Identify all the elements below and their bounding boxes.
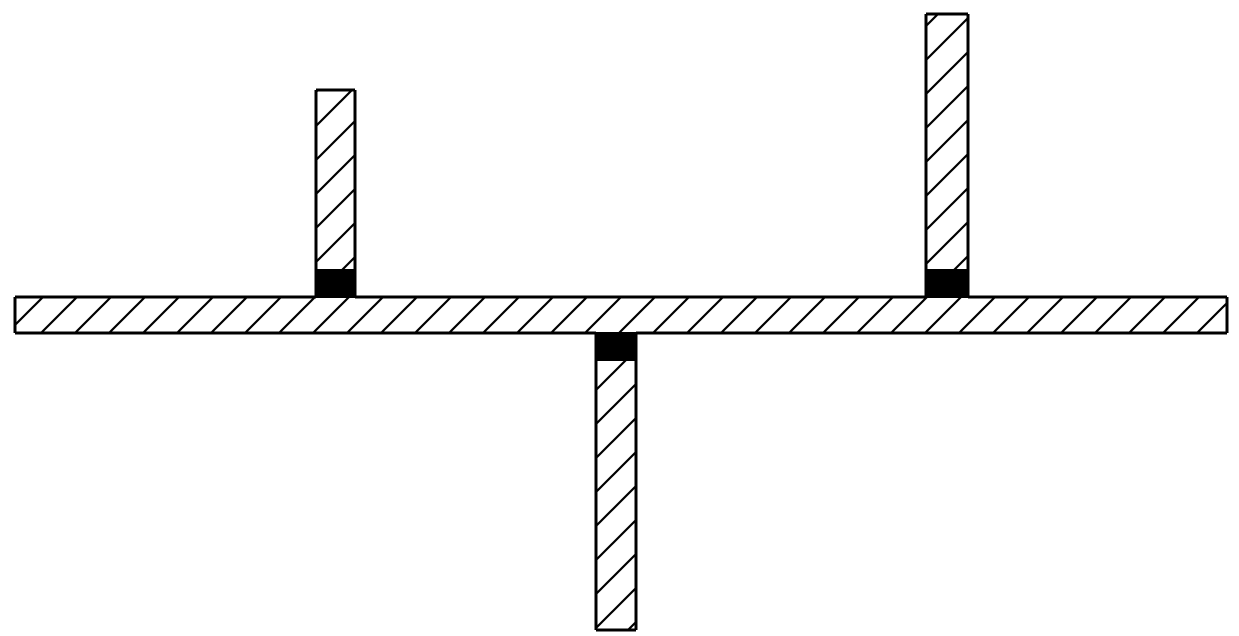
left-upper-member	[316, 90, 355, 297]
technical-diagram	[0, 0, 1239, 636]
horizontal-beam	[15, 297, 1227, 333]
right-junction	[926, 269, 968, 298]
right-upper-member	[926, 14, 968, 297]
left-junction	[316, 269, 355, 298]
center-junction	[596, 332, 636, 361]
center-lower-member	[596, 333, 636, 630]
